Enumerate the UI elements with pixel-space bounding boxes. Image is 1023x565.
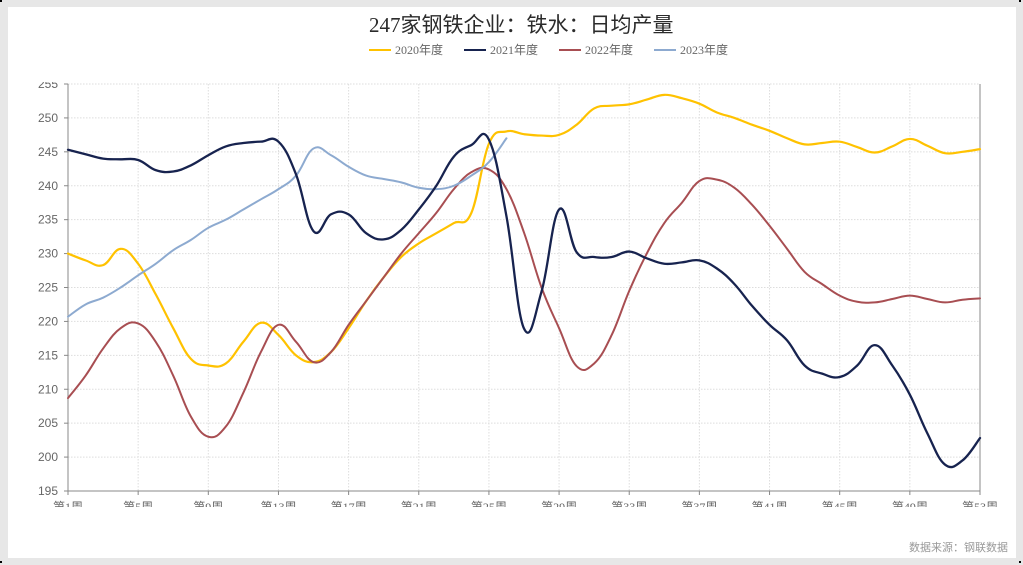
svg-text:230: 230 [38, 247, 58, 261]
svg-text:第29周: 第29周 [541, 500, 577, 507]
svg-text:第5周: 第5周 [123, 500, 153, 507]
svg-text:250: 250 [38, 111, 58, 125]
svg-text:210: 210 [38, 382, 58, 396]
svg-text:第9周: 第9周 [193, 500, 223, 507]
svg-text:195: 195 [38, 484, 58, 498]
svg-text:第21周: 第21周 [401, 500, 437, 507]
svg-text:第45周: 第45周 [822, 500, 858, 507]
svg-text:220: 220 [38, 314, 58, 328]
svg-text:第17周: 第17周 [331, 500, 367, 507]
svg-text:245: 245 [38, 145, 58, 159]
svg-text:200: 200 [38, 450, 58, 464]
svg-text:215: 215 [38, 348, 58, 362]
svg-text:235: 235 [38, 213, 58, 227]
svg-text:225: 225 [38, 281, 58, 295]
svg-text:第13周: 第13周 [260, 500, 296, 507]
svg-text:第53周: 第53周 [962, 500, 998, 507]
svg-text:第1周: 第1周 [53, 500, 83, 507]
svg-text:255: 255 [38, 82, 58, 91]
svg-text:第25周: 第25周 [471, 500, 507, 507]
svg-text:240: 240 [38, 179, 58, 193]
svg-text:第49周: 第49周 [892, 500, 928, 507]
svg-text:第41周: 第41周 [752, 500, 788, 507]
svg-text:第37周: 第37周 [681, 500, 717, 507]
svg-text:205: 205 [38, 416, 58, 430]
svg-text:第33周: 第33周 [611, 500, 647, 507]
